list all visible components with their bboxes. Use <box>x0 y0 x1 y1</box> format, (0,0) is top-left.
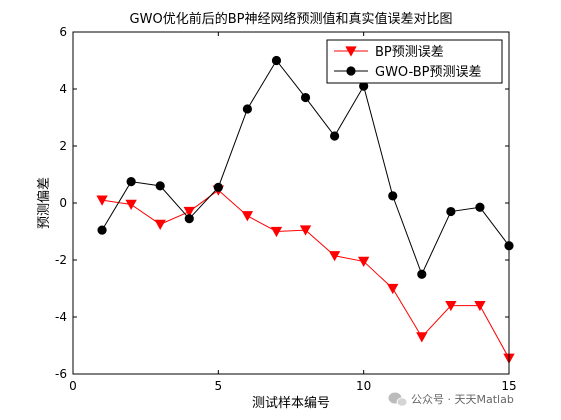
data-point <box>417 269 427 279</box>
data-point <box>299 225 312 236</box>
y-tick-label: -6 <box>55 367 67 381</box>
data-point <box>97 225 107 235</box>
data-point <box>183 206 195 218</box>
x-axis-label: 测试样本编号 <box>252 396 330 411</box>
legend-items: BP预测误差 GWO-BP预测误差 <box>334 45 482 80</box>
data-point <box>474 300 486 312</box>
plot-frame <box>72 31 510 375</box>
data-point <box>446 206 456 217</box>
data-point <box>357 256 370 267</box>
data-point <box>154 219 166 230</box>
data-point <box>242 104 252 114</box>
legend-label: GWO-BP预测误差 <box>375 65 482 80</box>
y-tick-label: -4 <box>55 310 67 324</box>
plot-area <box>73 32 509 374</box>
x-tick-label: 10 <box>356 379 371 393</box>
data-point <box>125 199 137 210</box>
data-point <box>184 214 194 224</box>
data-point <box>388 191 398 201</box>
watermark: 公众号 · 天天Matlab <box>388 392 514 407</box>
y-tick-label: 0 <box>59 196 67 210</box>
legend-marker <box>345 46 357 57</box>
data-point <box>329 131 340 141</box>
series-2 <box>97 55 514 279</box>
data-point <box>416 332 428 343</box>
y-axis-label: 预测偏差 <box>37 177 52 229</box>
data-point <box>155 181 165 191</box>
y-tick-label: 6 <box>59 25 67 39</box>
data-point <box>300 92 311 103</box>
wechat-icon <box>388 392 408 407</box>
y-tick-label: -2 <box>55 253 67 267</box>
data-point <box>445 300 457 312</box>
legend-item: BP预测误差 <box>334 45 444 60</box>
legend-item: GWO-BP预测误差 <box>334 65 482 80</box>
legend: BP预测误差 GWO-BP预测误差 <box>326 39 503 84</box>
data-point <box>270 226 283 238</box>
data-point <box>213 182 223 192</box>
chart-title: GWO优化前后的BP神经网络预测值和真实值误差对比图 <box>130 11 453 27</box>
y-tick-label: 4 <box>59 82 67 96</box>
x-tick-label: 0 <box>69 379 77 393</box>
y-tick-label: 2 <box>59 139 67 153</box>
series-layer <box>96 55 515 364</box>
data-point <box>126 177 136 187</box>
data-point <box>475 202 485 212</box>
ticks-layer: 0 5 10 15 -6 -4 -2 0 2 4 6 <box>55 25 517 393</box>
legend-marker <box>346 66 356 76</box>
x-tick-label: 5 <box>215 379 223 393</box>
data-point <box>271 55 282 66</box>
data-point <box>241 211 254 222</box>
x-tick-label: 15 <box>501 379 516 393</box>
data-point <box>387 283 399 295</box>
data-point <box>328 251 341 262</box>
watermark-text: 公众号 · 天天Matlab <box>411 393 514 406</box>
data-point <box>96 195 108 206</box>
legend-label: BP预测误差 <box>375 45 444 60</box>
